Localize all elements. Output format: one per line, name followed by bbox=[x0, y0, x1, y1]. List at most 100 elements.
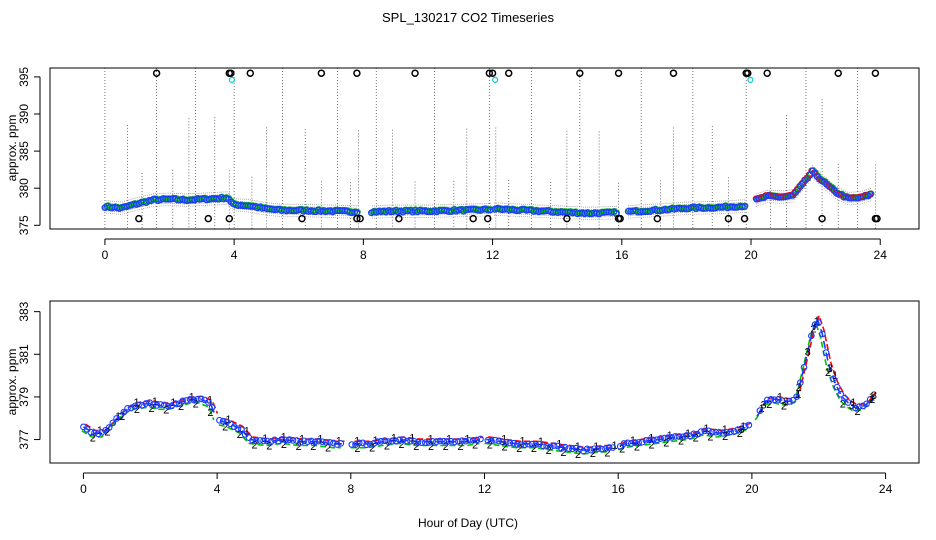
series-2-marker: 2 bbox=[487, 439, 493, 451]
series-3-point bbox=[355, 439, 363, 447]
top-x-tick-label: 4 bbox=[231, 248, 238, 262]
series-2-marker: 2 bbox=[575, 449, 581, 461]
series-2-marker: 2 bbox=[766, 399, 772, 411]
series-3-point bbox=[679, 433, 687, 441]
series-2-marker: 2 bbox=[119, 411, 125, 423]
series-3-point bbox=[120, 408, 128, 416]
series-3-point bbox=[510, 439, 517, 447]
top-panel: 0 4 8 12 16 20 24 375 380 385 390 395 approx. ppm bbox=[5, 67, 920, 262]
outlier-high-point bbox=[317, 69, 326, 77]
data-point bbox=[484, 206, 492, 214]
series-3-point bbox=[238, 426, 245, 434]
outlier-low-point bbox=[225, 214, 234, 223]
series-1-marker: 1 bbox=[520, 436, 526, 448]
series-3-point bbox=[569, 445, 576, 453]
series-3-point bbox=[469, 437, 477, 444]
series-3-point bbox=[561, 443, 569, 451]
series-3-point bbox=[558, 444, 565, 452]
series-3-point bbox=[377, 437, 385, 445]
series-3-point bbox=[296, 439, 304, 446]
series-3-point bbox=[326, 439, 334, 446]
series-3-point bbox=[609, 444, 617, 451]
series-3-point bbox=[429, 438, 437, 445]
series-3-point bbox=[444, 438, 451, 446]
series-3-marker: 3 bbox=[827, 363, 833, 375]
outlier-high-point bbox=[488, 69, 497, 77]
bottom-x-tick-label: 8 bbox=[347, 482, 354, 496]
outlier-low-point bbox=[740, 214, 749, 223]
series-3-point bbox=[385, 438, 392, 445]
series-3-point bbox=[811, 321, 819, 328]
series-3-point bbox=[771, 396, 778, 404]
bottom-plot-frame bbox=[49, 300, 920, 464]
top-y-tick-label: 375 bbox=[17, 215, 31, 235]
series-3-point bbox=[216, 416, 223, 424]
data-point-green bbox=[352, 208, 359, 215]
series-3-point bbox=[789, 396, 797, 404]
series-1-marker: 1 bbox=[759, 403, 765, 415]
outlier-low-point bbox=[298, 214, 306, 223]
series-3-marker: 3 bbox=[783, 396, 789, 408]
series-1-marker: 1 bbox=[170, 397, 176, 409]
series-3-point bbox=[230, 423, 238, 431]
series-2-marker: 2 bbox=[501, 442, 507, 454]
series-3-point bbox=[528, 440, 536, 448]
bottom-y-tick-label: 379 bbox=[17, 387, 31, 407]
series-3-point bbox=[260, 437, 267, 445]
series-3-point bbox=[194, 396, 201, 403]
bottom-x-tick-label: 20 bbox=[745, 482, 759, 496]
top-x-tick-label: 20 bbox=[744, 248, 758, 262]
series-3-point bbox=[855, 403, 863, 410]
series-1-marker: 1 bbox=[850, 397, 856, 409]
series-3-point bbox=[660, 434, 668, 442]
outlier-high-point bbox=[871, 69, 880, 77]
series-3-point bbox=[366, 441, 374, 448]
series-3-point bbox=[183, 397, 190, 404]
outlier-low-point bbox=[653, 214, 662, 223]
series-3-point bbox=[499, 438, 506, 446]
series-3-point bbox=[594, 445, 602, 453]
series-3-point bbox=[675, 433, 683, 440]
series-3-point bbox=[116, 412, 124, 420]
series-2-marker: 2 bbox=[869, 394, 875, 406]
series-3-point bbox=[546, 443, 554, 451]
series-3-point bbox=[664, 434, 672, 441]
series-2-marker: 2 bbox=[384, 440, 390, 452]
series-3-point bbox=[190, 396, 198, 404]
series-3-point bbox=[800, 363, 808, 371]
series-2-marker: 2 bbox=[90, 432, 96, 444]
series-3-point bbox=[819, 330, 826, 338]
series-2-marker: 2 bbox=[796, 382, 802, 394]
series-3-point bbox=[179, 397, 187, 405]
series-3-point bbox=[657, 435, 664, 442]
series-2-marker: 2 bbox=[840, 398, 846, 410]
series-2-marker: 2 bbox=[281, 439, 287, 451]
top-plot-area bbox=[101, 68, 881, 229]
series-3-point bbox=[495, 437, 503, 445]
outlier-low-point bbox=[204, 214, 213, 223]
series-3-point bbox=[635, 439, 642, 446]
data-point bbox=[540, 207, 547, 215]
top-x-tick-label: 24 bbox=[874, 248, 888, 262]
series-3-point bbox=[513, 441, 521, 448]
series-3-point bbox=[333, 441, 341, 448]
series-3-marker: 3 bbox=[849, 400, 855, 412]
series-3-point bbox=[624, 439, 631, 447]
top-y-tick-label: 390 bbox=[17, 104, 31, 124]
series-1-marker: 1 bbox=[464, 433, 470, 445]
series-3-point bbox=[160, 401, 168, 409]
series-3-point bbox=[506, 439, 514, 447]
series-3-point bbox=[300, 437, 308, 445]
series-3-point bbox=[131, 402, 139, 410]
series-2-marker: 2 bbox=[531, 443, 537, 455]
series-2-marker: 2 bbox=[178, 401, 184, 413]
series-3-point bbox=[403, 437, 411, 445]
series-3-marker: 3 bbox=[805, 346, 811, 358]
series-1-marker: 1 bbox=[740, 421, 746, 433]
series-3-point bbox=[256, 437, 264, 444]
series-3-point bbox=[763, 396, 771, 404]
series-3-point bbox=[407, 437, 414, 445]
series-2-marker: 2 bbox=[619, 444, 625, 456]
series-2-marker: 2 bbox=[413, 441, 419, 453]
series-3-point bbox=[94, 430, 102, 438]
